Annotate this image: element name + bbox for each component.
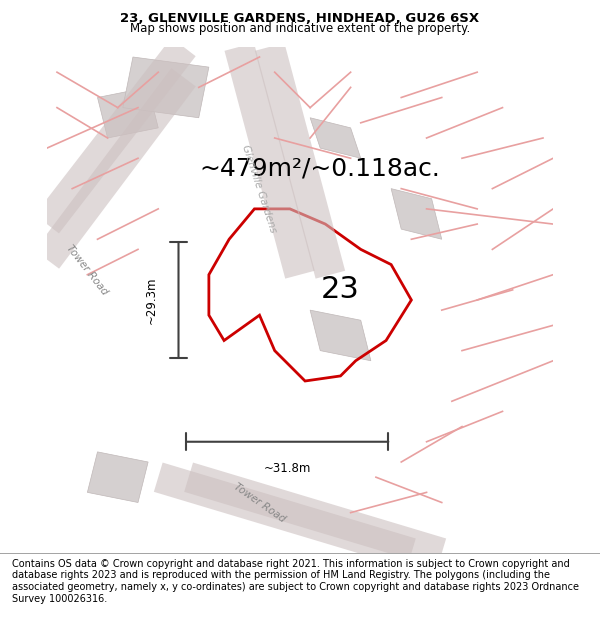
Text: Map shows position and indicative extent of the property.: Map shows position and indicative extent… bbox=[130, 22, 470, 35]
Text: 23, GLENVILLE GARDENS, HINDHEAD, GU26 6SX: 23, GLENVILLE GARDENS, HINDHEAD, GU26 6S… bbox=[121, 12, 479, 25]
Polygon shape bbox=[97, 88, 158, 138]
Polygon shape bbox=[391, 189, 442, 239]
Polygon shape bbox=[123, 57, 209, 118]
Polygon shape bbox=[88, 452, 148, 503]
Text: ~29.3m: ~29.3m bbox=[145, 276, 158, 324]
Text: ~31.8m: ~31.8m bbox=[263, 462, 311, 475]
Text: 23: 23 bbox=[321, 276, 360, 304]
Text: Tower Road: Tower Road bbox=[65, 242, 110, 296]
Text: Tower Road: Tower Road bbox=[232, 481, 287, 524]
Text: Glenville Gardens: Glenville Gardens bbox=[241, 143, 278, 234]
Text: Contains OS data © Crown copyright and database right 2021. This information is : Contains OS data © Crown copyright and d… bbox=[12, 559, 579, 604]
Text: ~479m²/~0.118ac.: ~479m²/~0.118ac. bbox=[200, 156, 440, 181]
Polygon shape bbox=[310, 118, 361, 158]
Polygon shape bbox=[310, 310, 371, 361]
